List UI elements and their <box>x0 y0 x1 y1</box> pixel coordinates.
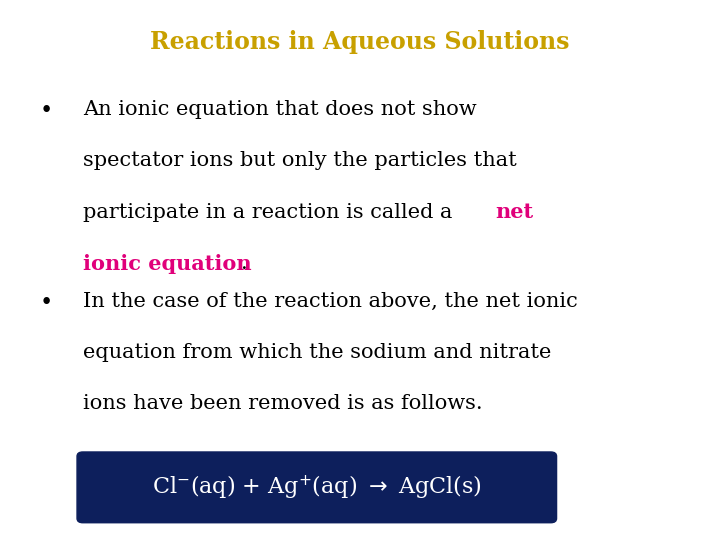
FancyBboxPatch shape <box>77 452 557 523</box>
Text: In the case of the reaction above, the net ionic: In the case of the reaction above, the n… <box>83 292 577 310</box>
Text: •: • <box>40 292 53 314</box>
Text: .: . <box>241 254 248 273</box>
Text: ions have been removed is as follows.: ions have been removed is as follows. <box>83 394 482 413</box>
Text: participate in a reaction is called a: participate in a reaction is called a <box>83 202 459 221</box>
Text: spectator ions but only the particles that: spectator ions but only the particles th… <box>83 151 516 170</box>
Text: equation from which the sodium and nitrate: equation from which the sodium and nitra… <box>83 343 552 362</box>
Text: Reactions in Aqueous Solutions: Reactions in Aqueous Solutions <box>150 30 570 53</box>
Text: ionic equation: ionic equation <box>83 254 251 274</box>
Text: •: • <box>40 100 53 122</box>
Text: Cl$^{-}$(aq) + Ag$^{+}$(aq) $\rightarrow$ AgCl(s): Cl$^{-}$(aq) + Ag$^{+}$(aq) $\rightarrow… <box>152 474 482 501</box>
Text: An ionic equation that does not show: An ionic equation that does not show <box>83 100 477 119</box>
Text: net: net <box>495 202 534 222</box>
